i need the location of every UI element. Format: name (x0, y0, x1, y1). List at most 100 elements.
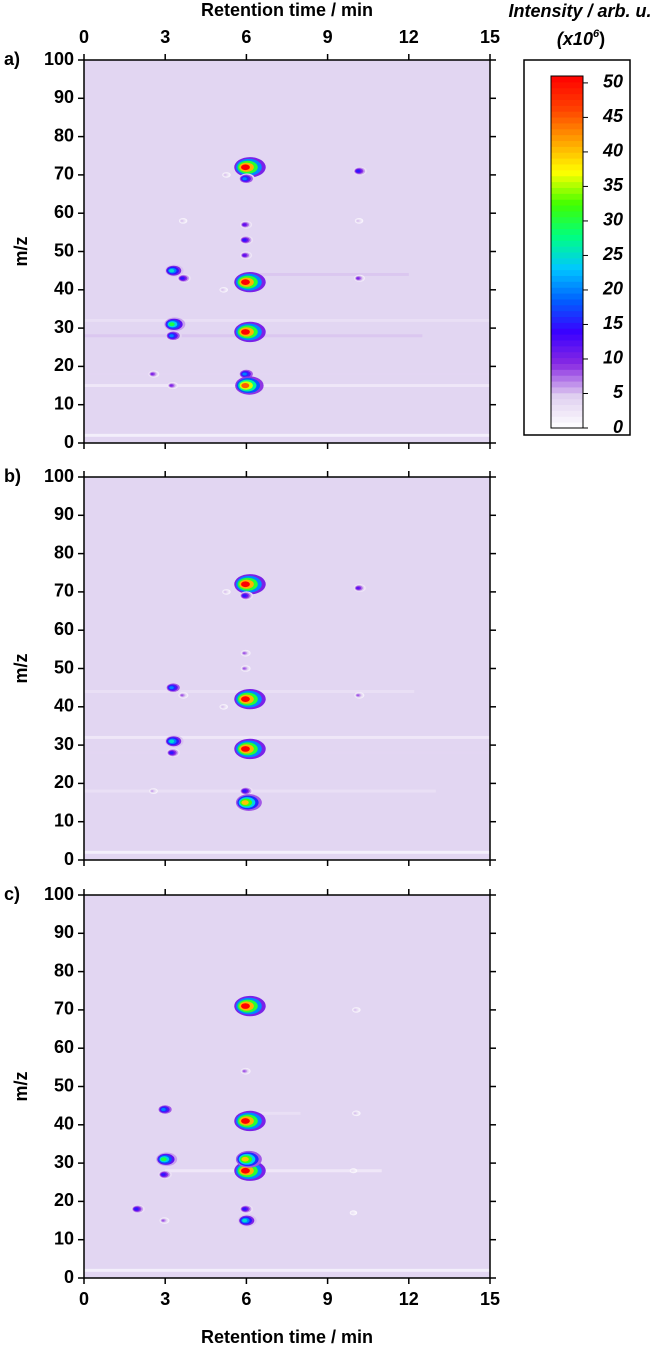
peak (131, 1204, 145, 1214)
peak (238, 173, 255, 184)
peak-contour (241, 164, 250, 171)
colorbar-step (551, 328, 583, 335)
y-axis-title: m/z (11, 1071, 31, 1101)
peak (167, 381, 179, 390)
peak (234, 271, 266, 293)
streak (84, 735, 490, 739)
peak (165, 682, 182, 693)
peak (240, 251, 253, 260)
colorbar-step (551, 381, 583, 388)
peak-contour (356, 169, 361, 173)
peak (240, 1067, 251, 1075)
colorbar-step (551, 134, 583, 142)
y-tick-label: 100 (44, 884, 74, 904)
colorbar-step (551, 240, 583, 247)
peak (234, 1110, 266, 1132)
x-tick-label-top: 15 (480, 27, 500, 47)
peak (165, 264, 184, 277)
peak (234, 157, 266, 178)
colorbar-step (551, 375, 583, 382)
peak (219, 287, 228, 293)
streak (243, 1111, 301, 1115)
colorbar-step (551, 416, 583, 423)
colorbar-tick-label: 15 (603, 313, 624, 333)
peak-contour (134, 1207, 139, 1211)
peak (234, 1160, 266, 1181)
peak-contour (242, 1070, 246, 1073)
colorbar-step (551, 422, 583, 429)
peak (239, 235, 254, 245)
colorbar-tick-label: 45 (602, 106, 624, 126)
y-tick-label: 80 (54, 125, 74, 145)
y-tick-label: 40 (54, 279, 74, 299)
streak (84, 850, 490, 854)
y-tick-label: 40 (54, 696, 74, 716)
peak-contour (168, 322, 175, 327)
colorbar-step (551, 369, 583, 376)
colorbar-step (551, 257, 583, 265)
peak (234, 574, 266, 595)
unit-base: (x10 (557, 29, 593, 49)
peak-contour (241, 1156, 249, 1162)
x-tick-label: 9 (323, 1289, 333, 1309)
unit-exponent: 6 (593, 28, 600, 40)
panel-label: b) (4, 466, 21, 486)
colorbar-step (551, 152, 583, 159)
streak (84, 751, 490, 755)
x-axis-title-top: Retention time / min (201, 0, 373, 20)
colorbar-title: Intensity / arb. u. (508, 1, 651, 21)
streak (243, 272, 409, 276)
peak-contour (242, 177, 247, 181)
peak-contour (241, 1118, 250, 1124)
colorbar-step (551, 117, 583, 124)
peak (238, 368, 255, 380)
peak (353, 584, 366, 592)
colorbar-step (551, 293, 583, 300)
peak-contour (241, 696, 250, 702)
streak (84, 372, 490, 376)
colorbar-step (551, 410, 583, 417)
colorbar-step (551, 187, 583, 194)
colorbar-step (551, 164, 583, 171)
x-tick-label-top: 6 (241, 27, 251, 47)
peak-contour (161, 1173, 166, 1176)
peak-contour (241, 1003, 250, 1009)
colorbar-step (551, 287, 583, 294)
peak-contour (353, 1112, 357, 1115)
peak-contour (180, 220, 184, 222)
peak (222, 172, 231, 178)
peak-contour (169, 751, 174, 754)
colorbar-tick-label: 5 (613, 382, 624, 402)
y-tick-label: 60 (54, 202, 74, 222)
y-tick-label: 50 (54, 240, 74, 260)
y-tick-label: 70 (54, 164, 74, 184)
colorbar-step (551, 322, 583, 329)
y-tick-label: 10 (54, 393, 74, 413)
peak (354, 692, 365, 699)
panel-label: a) (4, 49, 20, 69)
y-tick-label: 100 (44, 49, 74, 69)
peak-contour (356, 586, 360, 590)
y-tick-label: 0 (64, 849, 74, 869)
colorbar-step (551, 386, 583, 394)
peak-contour (150, 790, 154, 792)
colorbar-step (551, 181, 583, 188)
colorbar-tick-label: 40 (602, 141, 623, 161)
colorbar-step (551, 392, 583, 400)
peak-contour (242, 652, 246, 655)
y-tick-label: 90 (54, 922, 74, 942)
peak-contour (242, 789, 247, 793)
peak (234, 995, 266, 1017)
x-tick-label: 15 (480, 1289, 500, 1309)
colorbar-step (551, 316, 583, 323)
streak (165, 1169, 382, 1173)
x-tick-label: 12 (399, 1289, 419, 1309)
peak (352, 1110, 361, 1117)
peak (349, 1168, 358, 1174)
peak (159, 1217, 170, 1224)
peak-contour (224, 591, 227, 593)
peak (235, 794, 262, 811)
colorbar-step (551, 146, 583, 153)
y-tick-label: 0 (64, 1267, 74, 1287)
colorbar-step (551, 76, 583, 83)
